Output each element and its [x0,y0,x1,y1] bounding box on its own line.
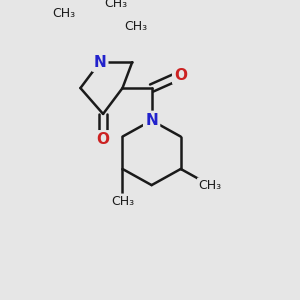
Text: CH₃: CH₃ [104,0,128,11]
Text: N: N [145,113,158,128]
Text: CH₃: CH₃ [124,20,147,33]
Text: O: O [97,132,110,147]
Text: O: O [174,68,187,82]
Text: CH₃: CH₃ [53,7,76,20]
Text: N: N [94,55,106,70]
Text: CH₃: CH₃ [198,178,221,192]
Text: CH₃: CH₃ [111,195,134,208]
